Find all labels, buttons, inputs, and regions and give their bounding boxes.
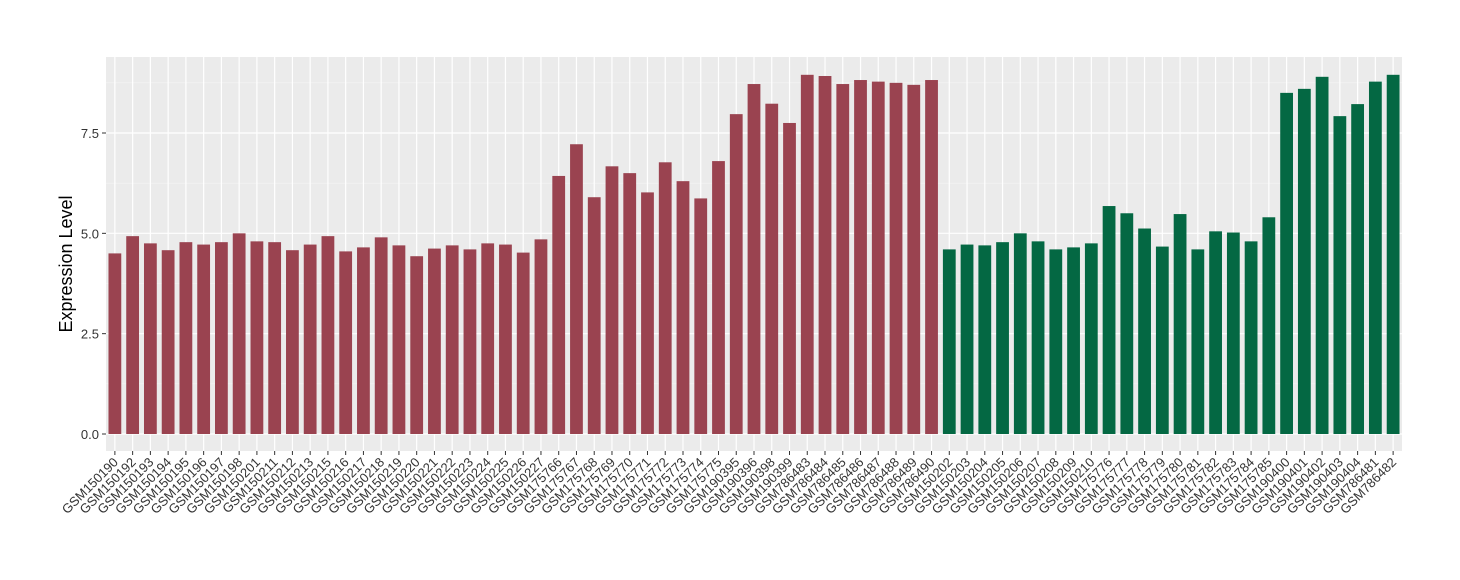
bar-GSM150221 — [428, 248, 441, 434]
bar-GSM150193 — [143, 243, 157, 434]
bar-GSM150195 — [179, 242, 193, 434]
bar-GSM150208 — [1049, 249, 1063, 434]
bar-GSM150205 — [996, 242, 1009, 434]
bar-GSM190398 — [765, 103, 779, 434]
bar-GSM190395 — [729, 114, 743, 435]
bar-GSM175777 — [1120, 213, 1134, 434]
bar-GSM786481 — [1368, 81, 1382, 434]
bar-GSM150201 — [250, 241, 264, 434]
bar-GSM175776 — [1102, 206, 1116, 434]
bar-GSM150211 — [268, 242, 282, 434]
bar-GSM786484 — [818, 76, 832, 434]
bar-GSM786485 — [836, 84, 850, 435]
bar-GSM150212 — [286, 250, 299, 434]
bar-GSM150217 — [357, 247, 370, 434]
bar-GSM150225 — [499, 244, 512, 434]
bar-GSM175781 — [1191, 249, 1205, 434]
bar-GSM175784 — [1244, 241, 1258, 434]
x-axis: GSM150190GSM150192GSM150193GSM150194GSM1… — [59, 451, 1399, 517]
bar-GSM175775 — [712, 161, 725, 435]
bar-GSM786483 — [800, 74, 814, 434]
bar-GSM150210 — [1084, 243, 1098, 434]
bar-GSM175770 — [623, 173, 637, 434]
bar-GSM150222 — [445, 245, 459, 434]
bar-GSM150220 — [410, 256, 424, 434]
bar-GSM175773 — [676, 181, 690, 434]
bar-GSM150226 — [516, 252, 530, 434]
bar-GSM175766 — [552, 175, 566, 434]
bar-GSM175768 — [587, 197, 601, 434]
bars — [108, 74, 1400, 435]
bar-GSM150216 — [339, 251, 353, 434]
bar-GSM786486 — [854, 80, 867, 435]
bar-GSM190403 — [1333, 116, 1347, 435]
bar-GSM150194 — [161, 250, 175, 434]
y-tick-label: 2.5 — [81, 327, 99, 342]
bar-GSM150223 — [463, 249, 477, 434]
y-tick-label: 5.0 — [81, 226, 99, 241]
bar-GSM175772 — [658, 162, 672, 434]
bar-GSM150219 — [392, 245, 406, 434]
bar-GSM150206 — [1013, 233, 1027, 434]
bar-GSM175767 — [570, 144, 583, 434]
bar-GSM786490 — [925, 80, 938, 435]
bar-GSM786487 — [871, 81, 885, 434]
bar-GSM150197 — [215, 242, 228, 434]
bar-GSM150204 — [978, 245, 992, 434]
bar-GSM786488 — [889, 82, 903, 434]
bar-GSM175780 — [1173, 214, 1187, 434]
bar-GSM175779 — [1155, 246, 1169, 434]
bar-GSM150202 — [942, 249, 956, 434]
bar-GSM175783 — [1226, 232, 1240, 434]
bar-GSM786482 — [1386, 74, 1400, 434]
bar-GSM190399 — [783, 122, 796, 434]
bar-GSM175769 — [605, 166, 619, 434]
bar-GSM175785 — [1262, 217, 1276, 434]
y-tick-label: 7.5 — [81, 126, 99, 141]
bar-GSM190404 — [1351, 104, 1365, 434]
y-tick-label: 0.0 — [81, 427, 99, 442]
bar-GSM150224 — [481, 243, 495, 434]
bar-GSM175774 — [694, 198, 708, 434]
bar-GSM150209 — [1067, 247, 1080, 434]
bar-GSM150207 — [1031, 241, 1045, 434]
bar-GSM150196 — [197, 244, 211, 434]
y-axis-title: Expression Level — [56, 195, 76, 332]
bar-GSM150218 — [374, 237, 388, 434]
bar-GSM150215 — [321, 236, 335, 434]
bar-GSM150203 — [960, 244, 974, 434]
bar-GSM190400 — [1280, 92, 1293, 434]
bar-GSM150227 — [534, 239, 548, 434]
bar-GSM175782 — [1209, 231, 1222, 434]
bar-GSM150192 — [126, 236, 140, 434]
y-axis: 0.0 2.5 5.0 7.5 — [81, 126, 106, 442]
bar-GSM150190 — [108, 253, 122, 434]
bar-GSM175771 — [641, 192, 654, 434]
bar-GSM190401 — [1297, 88, 1311, 434]
bar-GSM175778 — [1138, 228, 1151, 434]
bar-GSM786489 — [907, 84, 921, 434]
bar-GSM190396 — [747, 84, 761, 435]
bar-GSM150198 — [232, 233, 246, 434]
bar-GSM190402 — [1315, 76, 1329, 435]
bar-GSM150213 — [303, 244, 317, 434]
